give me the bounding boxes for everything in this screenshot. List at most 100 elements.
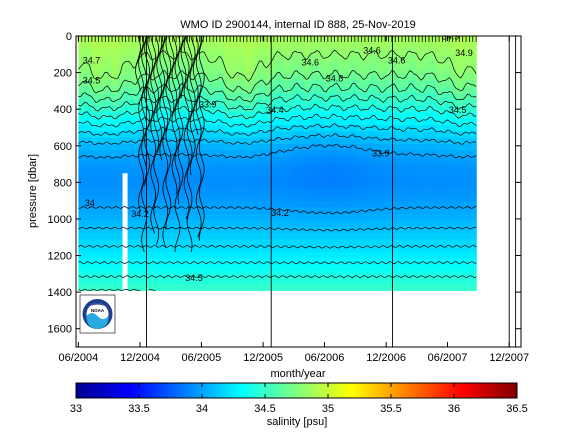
- heatmap-cell: [277, 99, 285, 107]
- heatmap-cell: [383, 233, 391, 241]
- heatmap-cell: [330, 252, 338, 260]
- heatmap-cell: [104, 144, 113, 152]
- heatmap-cell: [78, 182, 86, 190]
- heatmap-cell: [98, 61, 106, 69]
- heatmap-cell: [370, 137, 378, 145]
- colorbar-ticks: 33 33.5 34 34.5 35 35.5 36 36.5: [70, 383, 528, 415]
- heatmap-cell: [177, 233, 186, 241]
- heatmap-cell: [177, 201, 186, 209]
- heatmap-cell: [317, 283, 325, 291]
- heatmap-cell: [171, 163, 179, 171]
- heatmap-cell: [104, 67, 113, 75]
- heatmap-cell: [429, 42, 437, 50]
- heatmap-cell: [217, 118, 225, 126]
- heatmap-cell: [283, 169, 292, 177]
- heatmap-cell: [336, 201, 345, 209]
- heatmap-cell: [356, 175, 365, 183]
- heatmap-cell: [111, 99, 119, 107]
- heatmap-cell: [104, 239, 113, 247]
- heatmap-cell: [416, 220, 424, 228]
- heatmap-cell: [197, 118, 205, 126]
- heatmap-cell: [429, 188, 437, 196]
- heatmap-cell: [290, 264, 298, 272]
- heatmap-cell: [131, 48, 139, 56]
- heatmap-cell: [210, 277, 219, 285]
- heatmap-cell: [171, 48, 179, 56]
- heatmap-cell: [84, 207, 93, 215]
- heatmap-cell: [138, 86, 146, 94]
- heatmap-cell: [184, 188, 192, 196]
- heatmap-cell: [144, 182, 152, 190]
- heatmap-cell: [217, 194, 225, 202]
- heatmap-cell: [443, 277, 451, 285]
- heatmap-cell: [396, 188, 404, 196]
- heatmap-cell: [376, 207, 384, 215]
- contour-line: [78, 103, 477, 120]
- heatmap-cell: [323, 258, 331, 266]
- heatmap-cell: [98, 245, 106, 253]
- heatmap-cell: [111, 277, 119, 285]
- heatmap-cell: [462, 277, 471, 285]
- heatmap-cell: [429, 137, 437, 145]
- heatmap-cell: [264, 239, 272, 247]
- heatmap-cell: [363, 144, 371, 152]
- heatmap-cell: [283, 277, 292, 285]
- heatmap-cell: [264, 105, 272, 113]
- heatmap-cell: [416, 150, 424, 158]
- heatmap-cell: [370, 182, 378, 190]
- heatmap-cell: [171, 214, 179, 221]
- logo-wave: [86, 313, 109, 329]
- heatmap-cell: [383, 137, 391, 145]
- heatmap-cell: [197, 131, 205, 139]
- heatmap-cell: [244, 163, 252, 171]
- heatmap-cell: [336, 67, 345, 75]
- heatmap-cell: [197, 42, 205, 50]
- heatmap-cell: [449, 42, 457, 50]
- heatmap-cell: [144, 112, 152, 120]
- heatmap-cell: [164, 245, 172, 253]
- heatmap-cell: [317, 169, 325, 177]
- heatmap-cell: [104, 99, 113, 107]
- heatmap-cell: [118, 233, 126, 241]
- heatmap-cell: [343, 48, 351, 56]
- heatmap-cell: [389, 150, 398, 158]
- y-tick-label: 400: [54, 104, 72, 116]
- heatmap-cell: [403, 156, 411, 164]
- heatmap-cell: [98, 264, 106, 272]
- heatmap-cell: [171, 277, 179, 285]
- heatmap-cell: [336, 277, 345, 285]
- heatmap-cell: [416, 226, 424, 234]
- heatmap-cell: [469, 137, 477, 145]
- heatmap-cell: [462, 264, 471, 272]
- heatmap-cell: [171, 144, 179, 152]
- heatmap-cell: [138, 131, 146, 139]
- heatmap-cell: [443, 252, 451, 260]
- plot-area: 34.534.2 34.234.433.934.634.934.534.934.7…: [78, 36, 517, 347]
- heatmap-cell: [449, 105, 457, 113]
- heatmap-cell: [224, 226, 232, 234]
- heatmap-cell: [429, 207, 437, 215]
- heatmap-cell: [184, 48, 192, 56]
- heatmap-cell: [91, 144, 99, 152]
- heatmap-cell: [204, 99, 212, 107]
- heatmap-cell: [363, 74, 371, 82]
- heatmap-cell: [224, 264, 232, 272]
- heatmap-cell: [356, 214, 365, 221]
- heatmap-cell: [270, 220, 278, 228]
- heatmap-cell: [290, 169, 298, 177]
- heatmap-cell: [151, 125, 159, 132]
- heatmap-cell: [124, 118, 132, 126]
- heatmap-cell: [250, 74, 258, 82]
- heatmap-cell: [350, 150, 358, 158]
- heatmap-cell: [118, 264, 126, 272]
- heatmap-cell: [363, 188, 371, 196]
- heatmap-cell: [396, 137, 404, 145]
- heatmap-cell: [270, 80, 278, 88]
- heatmap-cell: [283, 226, 292, 234]
- heatmap-cell: [403, 112, 411, 120]
- heatmap-cell: [157, 188, 166, 196]
- heatmap-cell: [277, 74, 285, 82]
- heatmap-cell: [350, 80, 358, 88]
- heatmap-cell: [310, 144, 318, 152]
- heatmap-cell: [310, 214, 318, 221]
